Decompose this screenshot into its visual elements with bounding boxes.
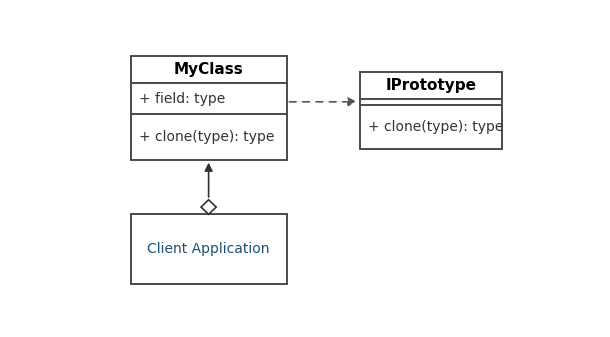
Polygon shape [201, 200, 216, 214]
Bar [360, 71, 501, 149]
Bar [131, 56, 287, 160]
Text: + clone(type): type: + clone(type): type [368, 120, 504, 134]
Text: IPrototype: IPrototype [386, 78, 476, 93]
Bar [131, 214, 287, 284]
Text: Client Application: Client Application [148, 242, 270, 256]
Text: + field: type: + field: type [139, 92, 225, 106]
Text: MyClass: MyClass [174, 62, 243, 77]
Text: + clone(type): type: + clone(type): type [139, 130, 274, 144]
